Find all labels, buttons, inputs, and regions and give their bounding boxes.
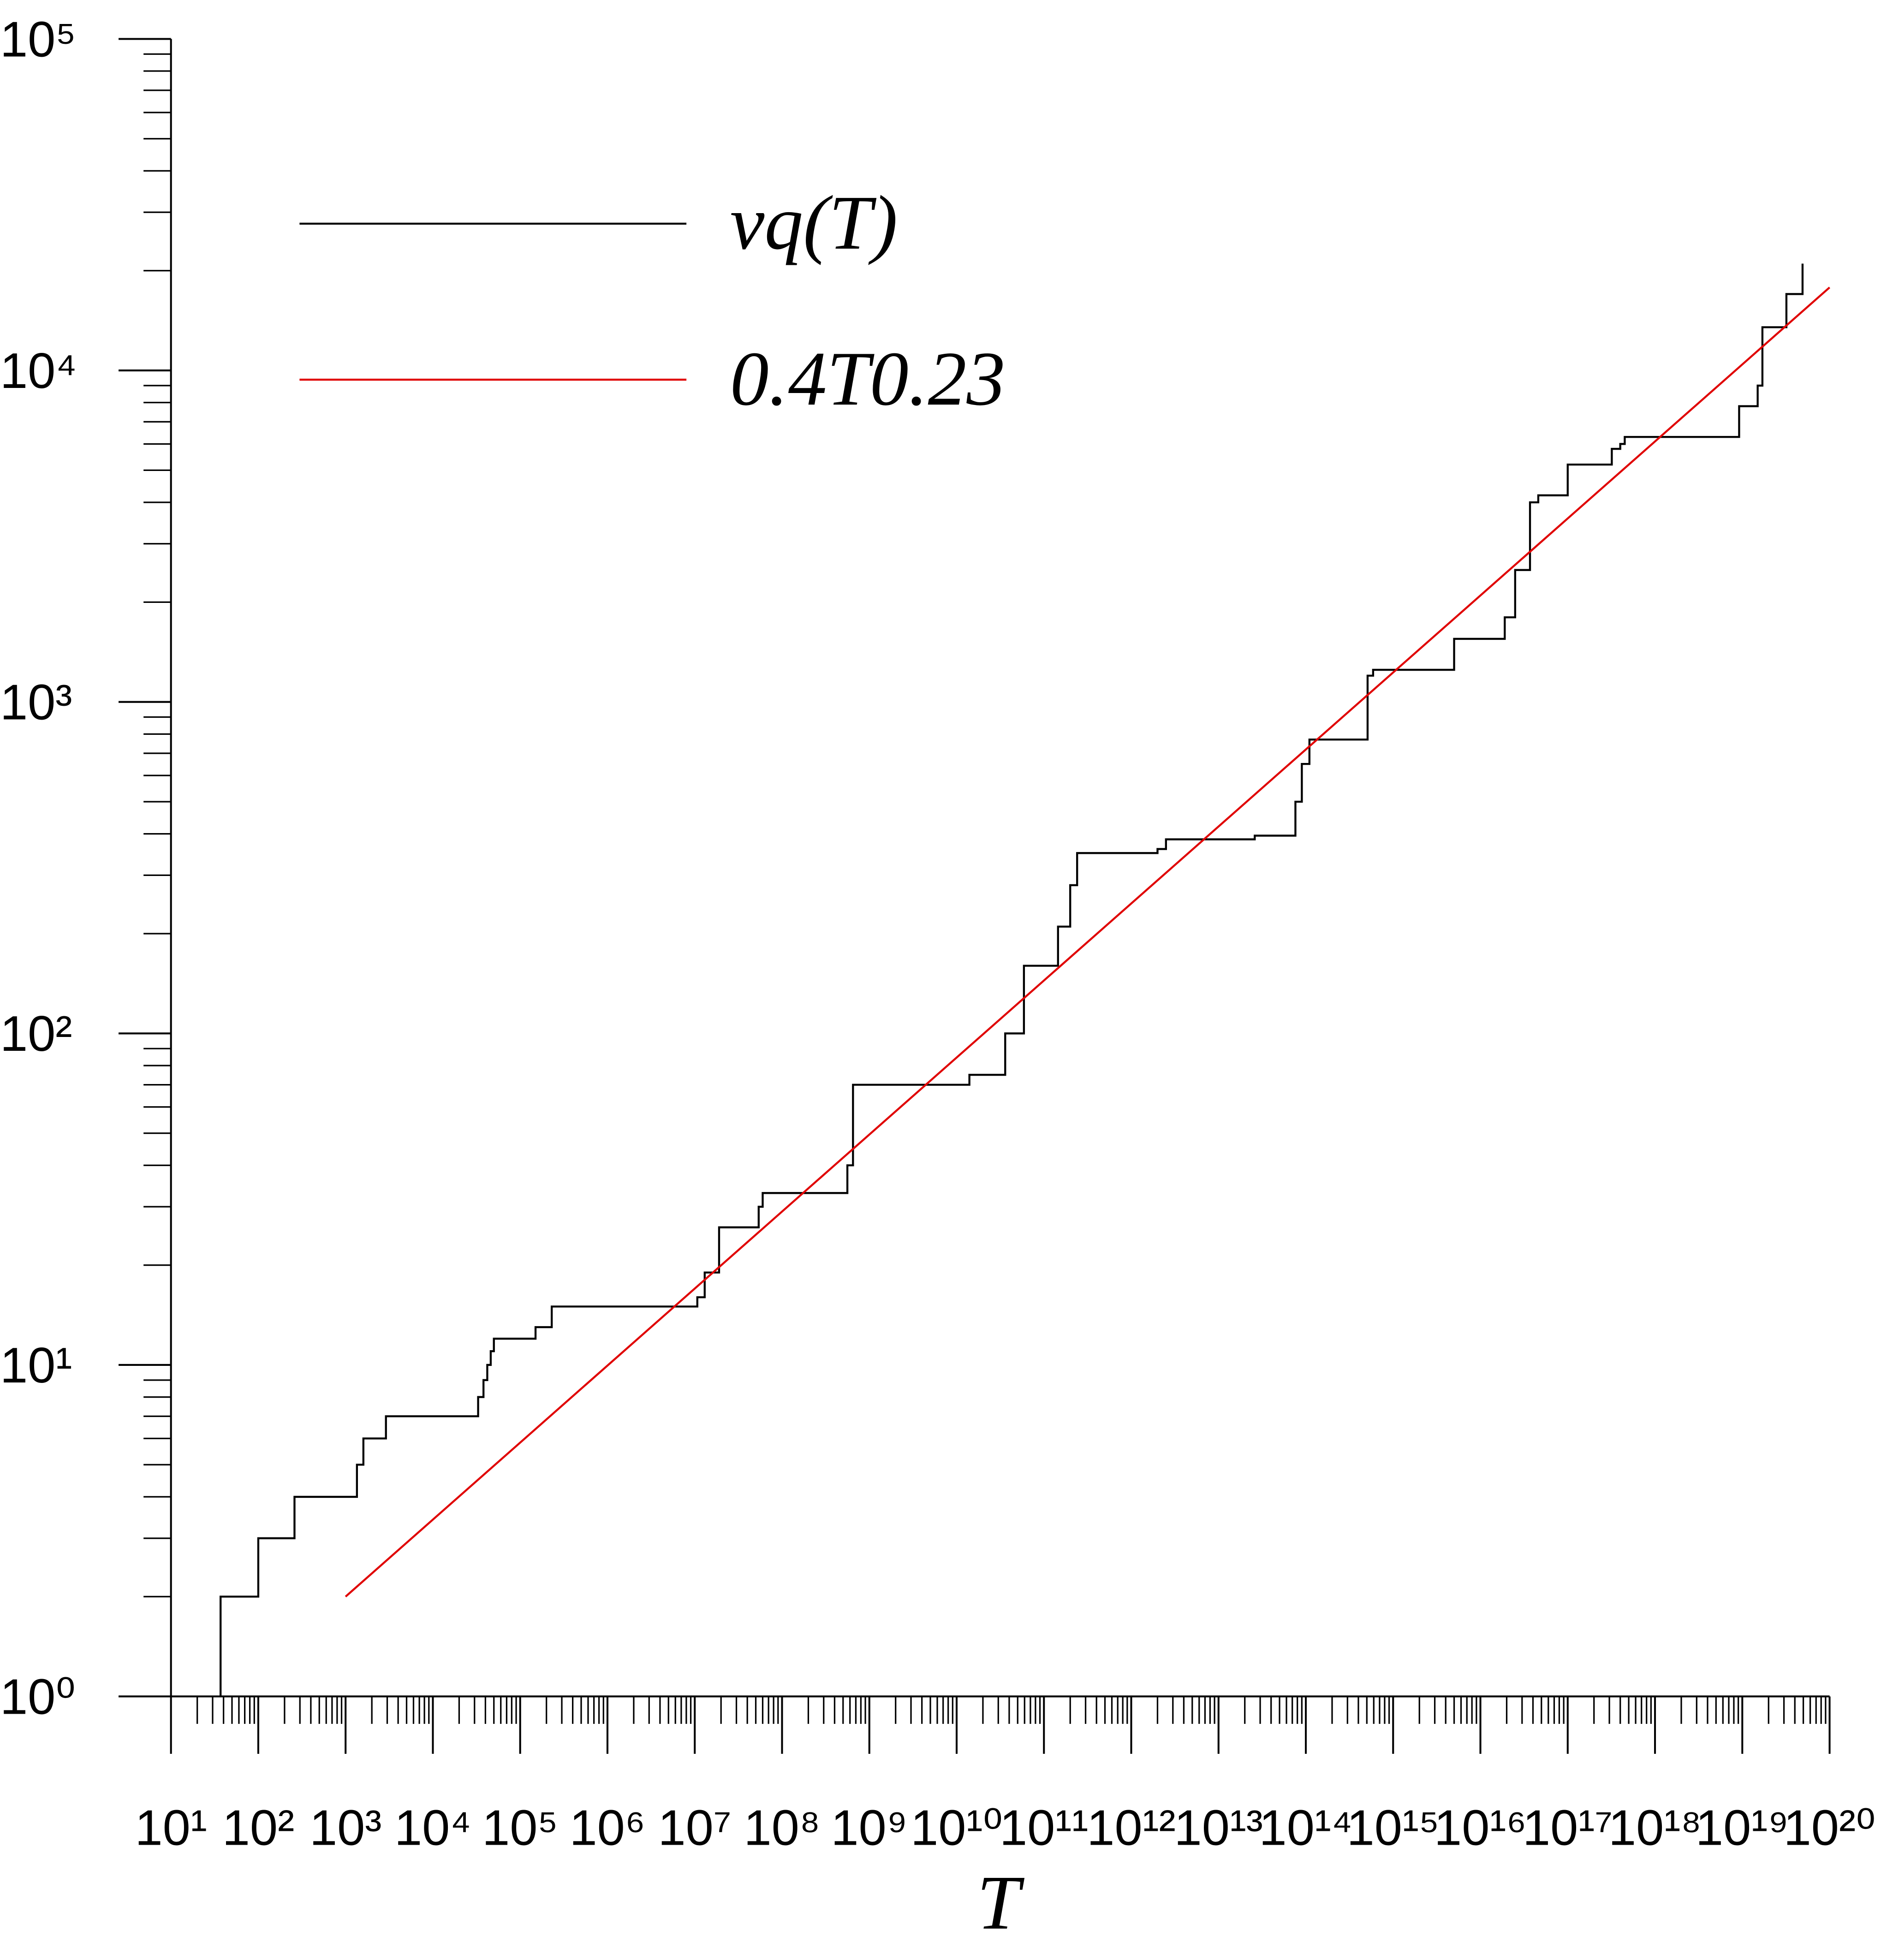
y-tick-label: 10⁴ xyxy=(0,343,77,399)
x-tick-label: 10¹⁶ xyxy=(1434,1800,1527,1856)
x-tick-label: 10⁵ xyxy=(482,1800,558,1856)
x-tick-label: 10¹ xyxy=(135,1800,207,1856)
x-tick-label: 10¹⁵ xyxy=(1347,1800,1440,1856)
y-tick-label: 10⁰ xyxy=(0,1668,76,1724)
x-tick-label: 10¹¹ xyxy=(1000,1800,1088,1856)
x-tick-label: 10⁶ xyxy=(569,1800,645,1856)
x-tick-label: 10¹⁷ xyxy=(1523,1800,1613,1856)
x-tick-label: 10¹² xyxy=(1087,1800,1175,1856)
legend-label: 0.4T0.23 xyxy=(730,336,1006,422)
x-tick-label: 10⁹ xyxy=(831,1800,908,1856)
x-tick-label: 10⁴ xyxy=(394,1800,471,1856)
x-tick-label: 10¹⁰ xyxy=(911,1800,1003,1856)
y-tick-label: 10⁵ xyxy=(0,11,76,67)
line-series xyxy=(345,286,1830,1597)
y-tick-label: 10³ xyxy=(0,674,72,730)
x-tick-label: 10² xyxy=(222,1800,294,1856)
y-tick-label: 10¹ xyxy=(0,1337,72,1393)
y-tick-label: 10² xyxy=(0,1006,72,1061)
x-tick-label: 10⁸ xyxy=(744,1800,820,1856)
x-tick-label: 10¹⁴ xyxy=(1259,1800,1353,1856)
x-tick-label: 10¹⁹ xyxy=(1696,1800,1789,1856)
x-tick-label: 10⁷ xyxy=(658,1800,732,1856)
x-tick-label: 10¹³ xyxy=(1174,1800,1263,1856)
x-axis-label: T xyxy=(977,1860,1025,1946)
x-tick-label: 10²⁰ xyxy=(1784,1800,1876,1856)
x-tick-label: 10¹⁸ xyxy=(1608,1800,1702,1856)
line-series xyxy=(220,263,1804,1697)
x-tick-label: 10³ xyxy=(310,1800,381,1856)
legend-label: vq(T) xyxy=(730,180,898,266)
